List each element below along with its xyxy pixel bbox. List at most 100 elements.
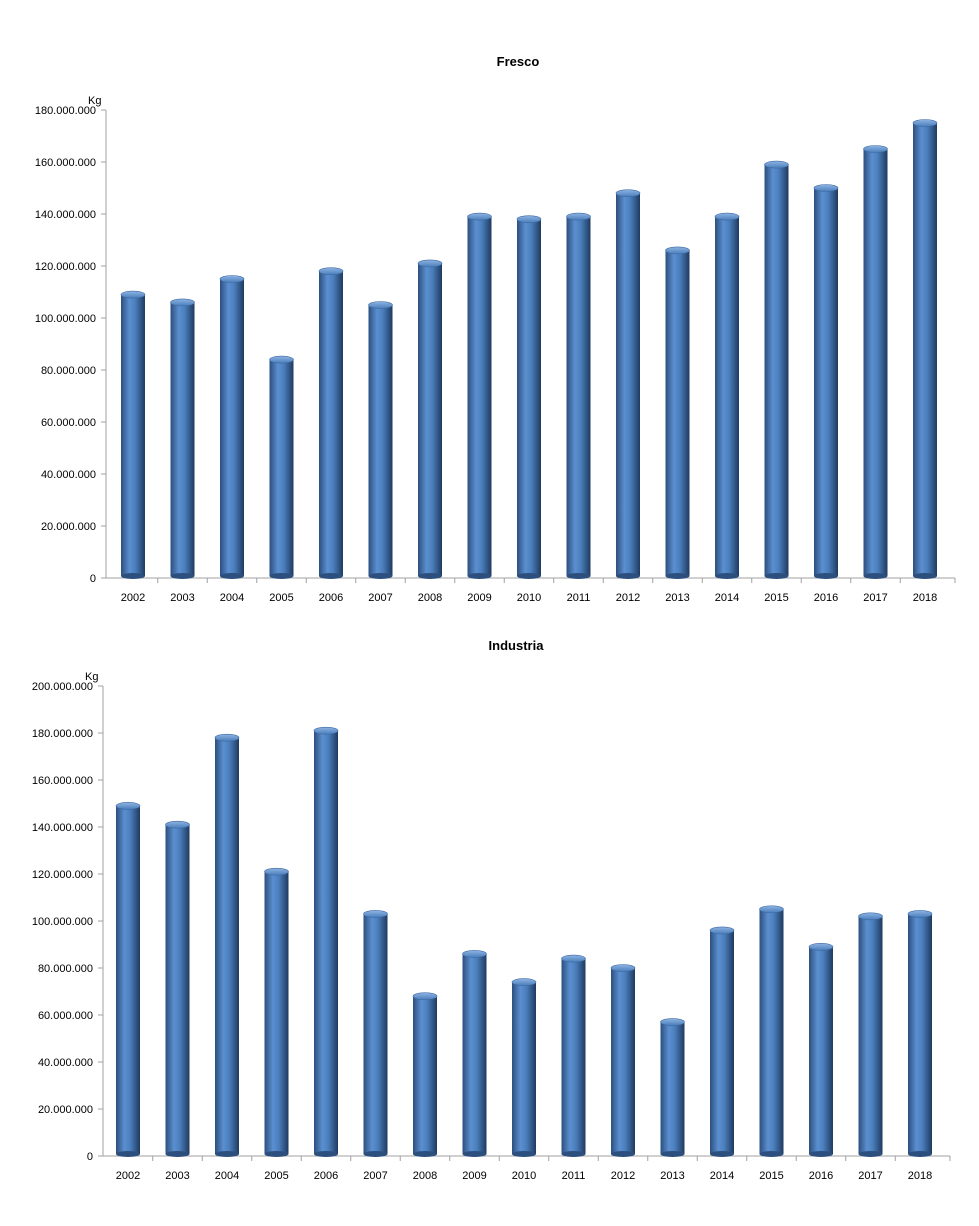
- bar-2015: [764, 164, 789, 576]
- chart-fresco: Fresco Kg 0 20.000.000 40.000.000 60.000.000 8…: [35, 54, 956, 604]
- y-tick-label: 180.000.000: [32, 728, 93, 740]
- bar-base-2011: [566, 573, 591, 579]
- y-tick-label: 100.000.000: [35, 313, 96, 325]
- bar-base-2007: [368, 573, 393, 579]
- y-tick-label: 40.000.000: [41, 469, 96, 481]
- x-tick-label: 2018: [908, 1170, 932, 1182]
- bar-2016: [814, 188, 838, 576]
- bar-cap-2009: [462, 950, 487, 958]
- x-tick-label: 2005: [264, 1170, 288, 1182]
- y-tick-label: 100.000.000: [32, 916, 93, 928]
- x-tick-label: 2008: [413, 1170, 437, 1182]
- y-tick-label: 60.000.000: [38, 1010, 93, 1022]
- bar-cap-2011: [566, 212, 591, 221]
- bar-cap-2016: [808, 943, 834, 951]
- bar-cap-2003: [170, 298, 195, 307]
- x-tick-label: 2006: [314, 1170, 338, 1182]
- y-tick-label: 60.000.000: [41, 417, 96, 429]
- chart-title: Industria: [489, 638, 545, 653]
- bar-2013: [665, 250, 690, 576]
- x-tick-label: 2013: [660, 1170, 684, 1182]
- bar-2004: [215, 737, 239, 1154]
- bar-cap-2009: [467, 212, 492, 221]
- bar-cap-2004: [214, 733, 240, 742]
- bar-base-2002: [116, 1151, 140, 1157]
- bar-2002: [121, 294, 145, 576]
- x-tick-label: 2008: [418, 592, 442, 604]
- bar-base-2009: [462, 1151, 487, 1157]
- y-axis-label: Kg: [85, 671, 98, 683]
- bar-2008: [413, 996, 437, 1154]
- bar-base-2002: [121, 573, 145, 579]
- bar-2009: [467, 216, 492, 576]
- bar-base-2012: [611, 1151, 635, 1157]
- bar-base-2017: [858, 1151, 883, 1157]
- bar-base-2016: [809, 1151, 833, 1157]
- y-tick-label: 160.000.000: [32, 775, 93, 787]
- y-tick-label: 0: [90, 573, 96, 585]
- bar-2016: [809, 946, 833, 1154]
- x-tick-label: 2012: [616, 592, 640, 604]
- bar-2018: [913, 123, 937, 576]
- bar-cap-2012: [610, 964, 636, 972]
- bar-2017: [858, 916, 883, 1154]
- bar-base-2006: [314, 1151, 338, 1157]
- bar-2013: [660, 1022, 685, 1154]
- x-tick-label: 2012: [611, 1170, 635, 1182]
- x-tick-label: 2013: [665, 592, 689, 604]
- bar-cap-2017: [863, 145, 888, 153]
- bar-cap-2008: [417, 259, 443, 268]
- y-axis-label: Kg: [88, 95, 101, 107]
- x-tick-label: 2004: [215, 1170, 239, 1182]
- bar-2010: [512, 982, 536, 1154]
- bar-base-2018: [908, 1151, 932, 1157]
- x-tick-label: 2003: [165, 1170, 189, 1182]
- bar-base-2013: [660, 1151, 685, 1157]
- bar-2006: [319, 271, 343, 576]
- bar-base-2009: [467, 573, 492, 579]
- x-tick-label: 2018: [913, 592, 937, 604]
- y-tick-label: 20.000.000: [41, 521, 96, 533]
- y-tick-label: 200.000.000: [32, 681, 93, 693]
- y-tick-label: 140.000.000: [32, 822, 93, 834]
- x-tick-label: 2007: [368, 592, 392, 604]
- bar-base-2010: [517, 573, 541, 579]
- x-tick-label: 2015: [764, 592, 788, 604]
- x-tick-label: 2009: [462, 1170, 486, 1182]
- bar-base-2003: [170, 573, 195, 579]
- y-tick-label: 20.000.000: [38, 1104, 93, 1116]
- bar-2010: [517, 219, 541, 576]
- bar-2017: [863, 149, 888, 576]
- bar-cap-2013: [660, 1018, 685, 1026]
- bar-cap-2006: [313, 726, 339, 735]
- y-tick-label: 140.000.000: [35, 209, 96, 221]
- bar-base-2008: [413, 1151, 437, 1157]
- bar-2008: [418, 263, 442, 576]
- bar-2007: [368, 305, 393, 576]
- bar-cap-2014: [714, 212, 740, 221]
- bar-2009: [462, 953, 487, 1154]
- y-tick-label: 0: [87, 1151, 93, 1163]
- x-tick-label: 2002: [116, 1170, 140, 1182]
- x-tick-label: 2007: [363, 1170, 387, 1182]
- y-tick-label: 160.000.000: [35, 157, 96, 169]
- bar-base-2013: [665, 573, 690, 579]
- bar-2002: [116, 805, 140, 1154]
- x-tick-label: 2002: [121, 592, 145, 604]
- x-tick-label: 2017: [863, 592, 887, 604]
- bar-2006: [314, 730, 338, 1154]
- x-tick-label: 2004: [220, 592, 244, 604]
- bar-cap-2005: [269, 355, 294, 364]
- chart-industria: Industria Kg 0 20.000.000 40.000.000 60.000.0…: [32, 638, 951, 1182]
- bar-2015: [759, 909, 784, 1154]
- bar-base-2004: [220, 573, 244, 579]
- x-tick-label: 2017: [858, 1170, 882, 1182]
- bar-cap-2002: [120, 290, 146, 299]
- bar-2012: [611, 968, 635, 1154]
- bar-cap-2004: [219, 275, 245, 283]
- bar-2014: [710, 930, 734, 1154]
- bar-base-2015: [764, 573, 789, 579]
- x-tick-label: 2003: [170, 592, 194, 604]
- bar-cap-2018: [907, 910, 933, 918]
- bar-2012: [616, 193, 640, 576]
